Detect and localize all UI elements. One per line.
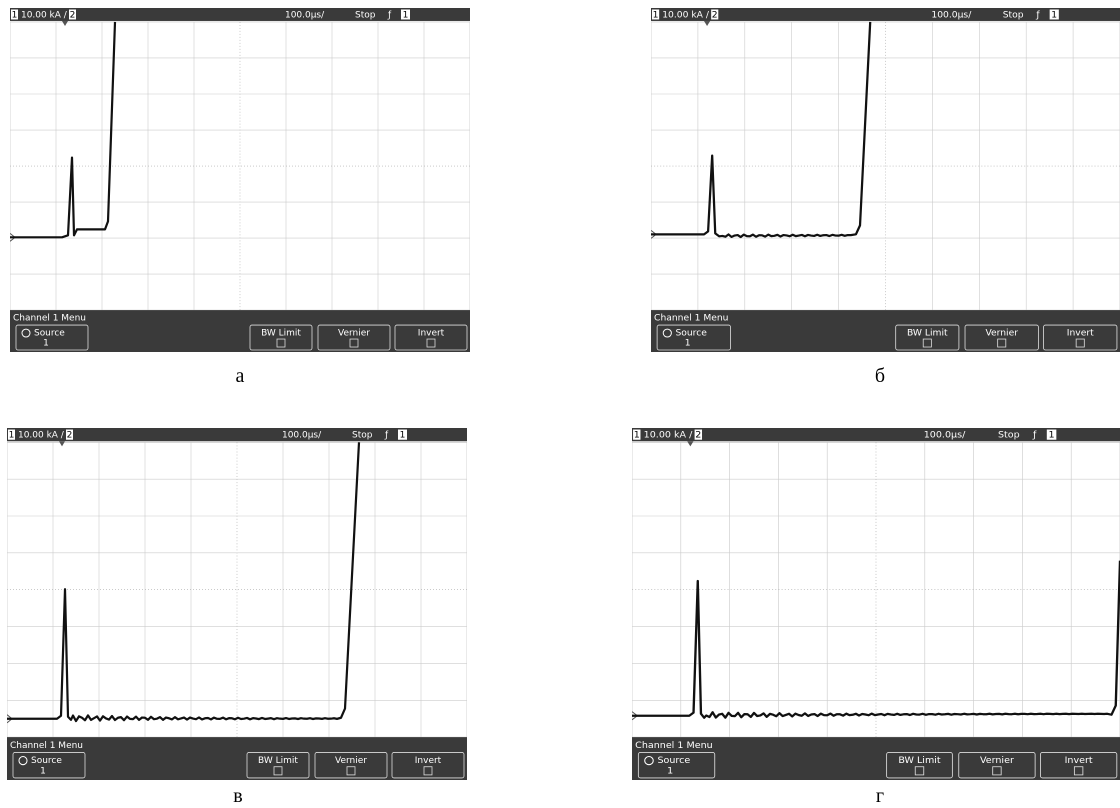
mode: Stop: [998, 430, 1020, 441]
trigger-source: 1: [1049, 430, 1055, 441]
menu-title: Channel 1 Menu: [654, 314, 728, 324]
trigger-source: 1: [400, 431, 406, 441]
menu-button-label: Invert: [415, 756, 442, 766]
menu-button-label: BW Limit: [261, 329, 301, 339]
ref: 2: [695, 430, 701, 441]
trigger-source: 1: [403, 10, 409, 20]
scale: 10.00 kA /: [18, 431, 65, 441]
caption: в: [233, 785, 242, 808]
scale: 10.00 kA /: [662, 11, 710, 21]
ref: 2: [712, 11, 718, 21]
channel: 1: [9, 431, 15, 441]
scale: 10.00 kA /: [21, 10, 68, 20]
channel: 1: [634, 430, 640, 441]
source-value: 1: [685, 339, 691, 349]
ref: 2: [67, 431, 73, 441]
menu-button-label: Vernier: [980, 755, 1014, 766]
timebase: 100.0µs/: [924, 430, 966, 441]
ref: 2: [70, 10, 76, 20]
source-value: 1: [667, 765, 673, 776]
timebase: 100.0µs/: [282, 431, 322, 441]
mode: Stop: [352, 431, 373, 441]
scope-screen: 1 10.00 kA /2 100.0µs/Stop ƒ 1 Channel 1 Menu…: [632, 428, 1120, 780]
source-label: Source: [34, 329, 65, 339]
menu-button-label: BW Limit: [898, 755, 941, 766]
source-label: Source: [675, 329, 707, 339]
mode: Stop: [1003, 11, 1024, 21]
trigger-source: 1: [1051, 11, 1057, 21]
timebase: 100.0µs/: [285, 10, 325, 20]
source-value: 1: [43, 339, 49, 349]
source-label: Source: [657, 755, 690, 766]
page: (() => { const data = JSON.parse(documen…: [0, 0, 1120, 808]
menu-button-label: Vernier: [335, 756, 367, 766]
menu-button-label: Invert: [1067, 329, 1094, 339]
menu-button-label: BW Limit: [907, 329, 948, 339]
menu-button-label: Vernier: [338, 329, 370, 339]
menu-title: Channel 1 Menu: [13, 314, 86, 324]
caption: г: [876, 785, 884, 808]
channel: 1: [12, 10, 18, 20]
menu-button-label: Invert: [1065, 755, 1093, 766]
menu-button-label: Vernier: [985, 329, 1018, 339]
scale: 10.00 kA /: [644, 430, 694, 441]
mode: Stop: [355, 10, 376, 20]
timebase: 100.0µs/: [931, 11, 972, 21]
menu-title: Channel 1 Menu: [635, 740, 713, 751]
menu-button-label: BW Limit: [258, 756, 298, 766]
source-value: 1: [40, 766, 46, 776]
channel: 1: [653, 11, 659, 21]
source-label: Source: [31, 756, 62, 766]
trigger: ƒ: [1032, 430, 1037, 441]
caption: б: [875, 365, 885, 388]
caption: а: [236, 365, 245, 388]
menu-title: Channel 1 Menu: [10, 741, 83, 751]
menu-button-label: Invert: [418, 329, 445, 339]
